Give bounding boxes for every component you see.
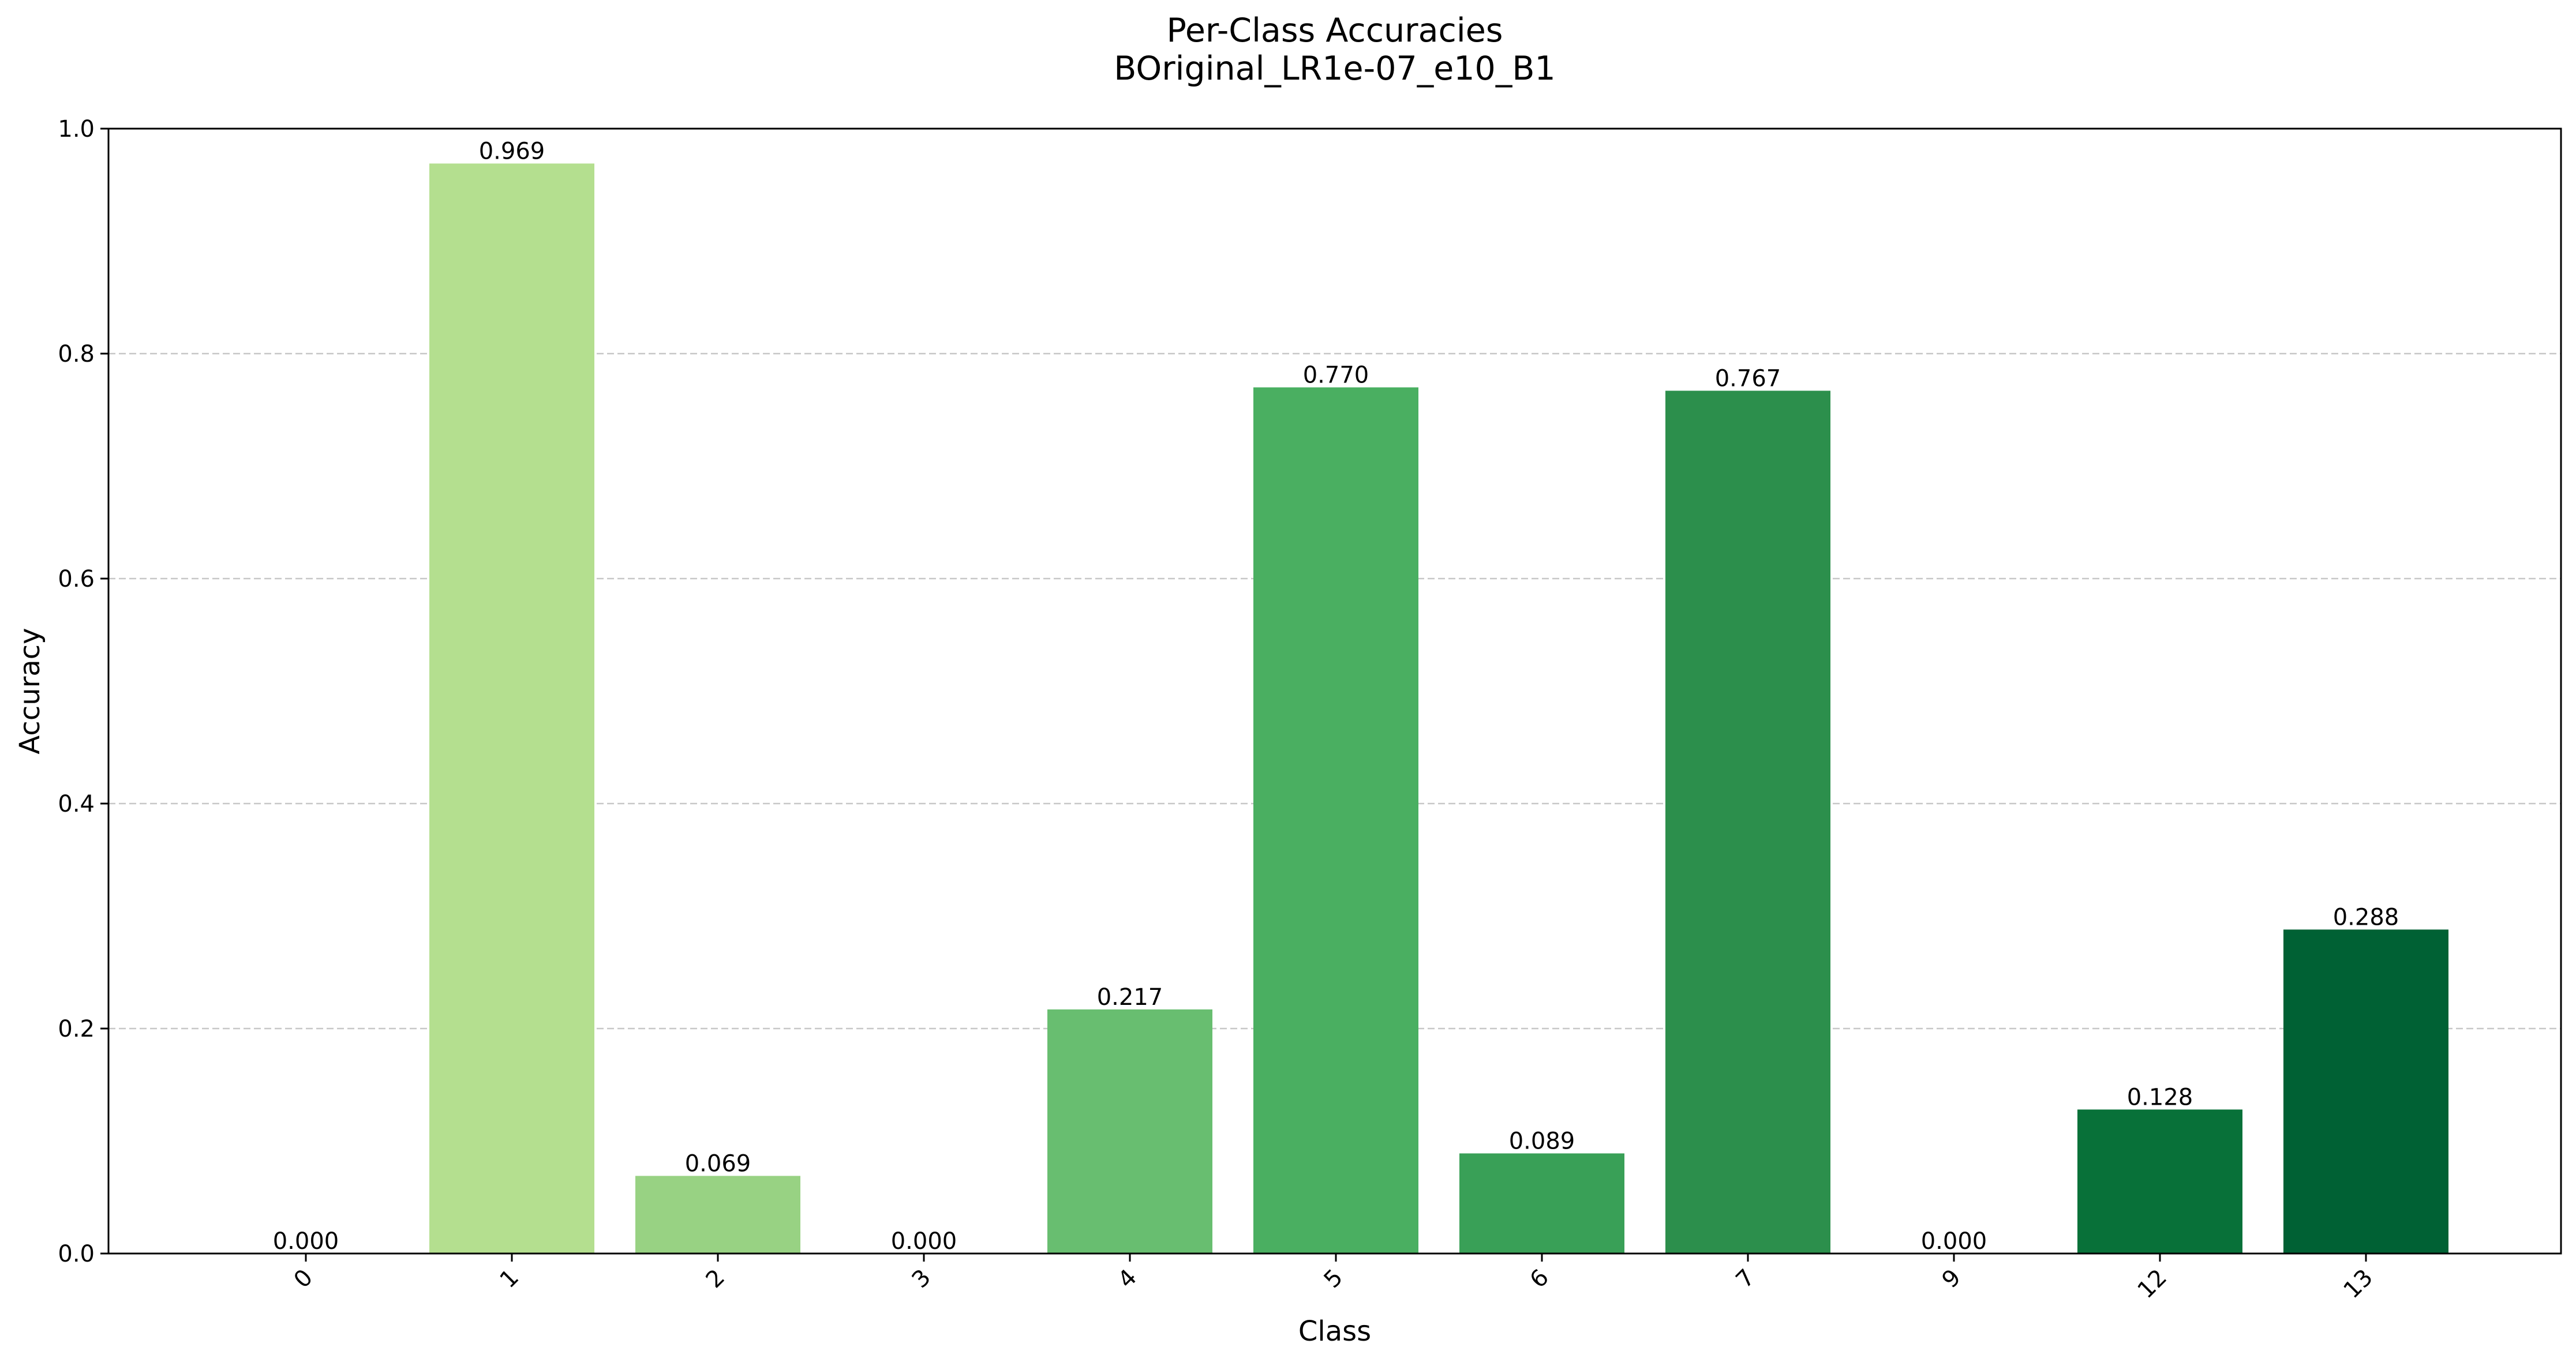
- y-axis-label: Accuracy: [14, 628, 46, 754]
- bar-value-label-2: 0.069: [685, 1150, 751, 1177]
- bar-value-label-13: 0.288: [2333, 904, 2399, 930]
- y-tick-label-3: 0.6: [58, 566, 95, 592]
- y-tick-label-1: 0.2: [58, 1016, 95, 1042]
- bar-value-label-0: 0.000: [273, 1228, 339, 1255]
- plot-frame: [107, 127, 2562, 1255]
- bars: [429, 163, 2448, 1254]
- bar-class-12: [2077, 1109, 2242, 1254]
- y-tick-label-4: 0.8: [58, 341, 95, 367]
- chart-title: Per-Class Accuracies: [1167, 12, 1503, 50]
- y-tick-label-2: 0.4: [58, 791, 95, 817]
- bar-value-label-12: 0.128: [2127, 1084, 2193, 1110]
- bar-class-13: [2283, 929, 2448, 1254]
- bar-value-label-6: 0.089: [1509, 1128, 1575, 1154]
- y-tick-label-5: 1.0: [58, 116, 95, 142]
- bar-value-labels: 0.000 0.969 0.069 0.000 0.217 0.770 0.089 0.767…: [273, 138, 2399, 1255]
- bar-class-7: [1665, 391, 1830, 1254]
- y-tick-label-0: 0.0: [58, 1241, 95, 1267]
- chart-subtitle: BOriginal_LR1e-07_e10_B1: [1114, 50, 1555, 88]
- bar-value-label-5: 0.770: [1303, 362, 1369, 389]
- bar-class-1: [429, 163, 594, 1254]
- x-axis-label: Class: [1298, 1315, 1371, 1348]
- bar-class-2: [635, 1176, 800, 1254]
- bar-value-label-1: 0.969: [479, 138, 545, 164]
- bar-class-4: [1047, 1009, 1212, 1254]
- y-axis-ticks: 0.0 0.2 0.4 0.6 0.8 1.0: [58, 116, 108, 1267]
- bar-value-label-3: 0.000: [891, 1228, 957, 1255]
- bar-value-label-9: 0.000: [1921, 1228, 1987, 1255]
- bar-class-6: [1459, 1153, 1624, 1254]
- bar-value-label-7: 0.767: [1715, 365, 1781, 392]
- bar-value-label-4: 0.217: [1097, 984, 1163, 1011]
- bar-class-5: [1253, 387, 1418, 1254]
